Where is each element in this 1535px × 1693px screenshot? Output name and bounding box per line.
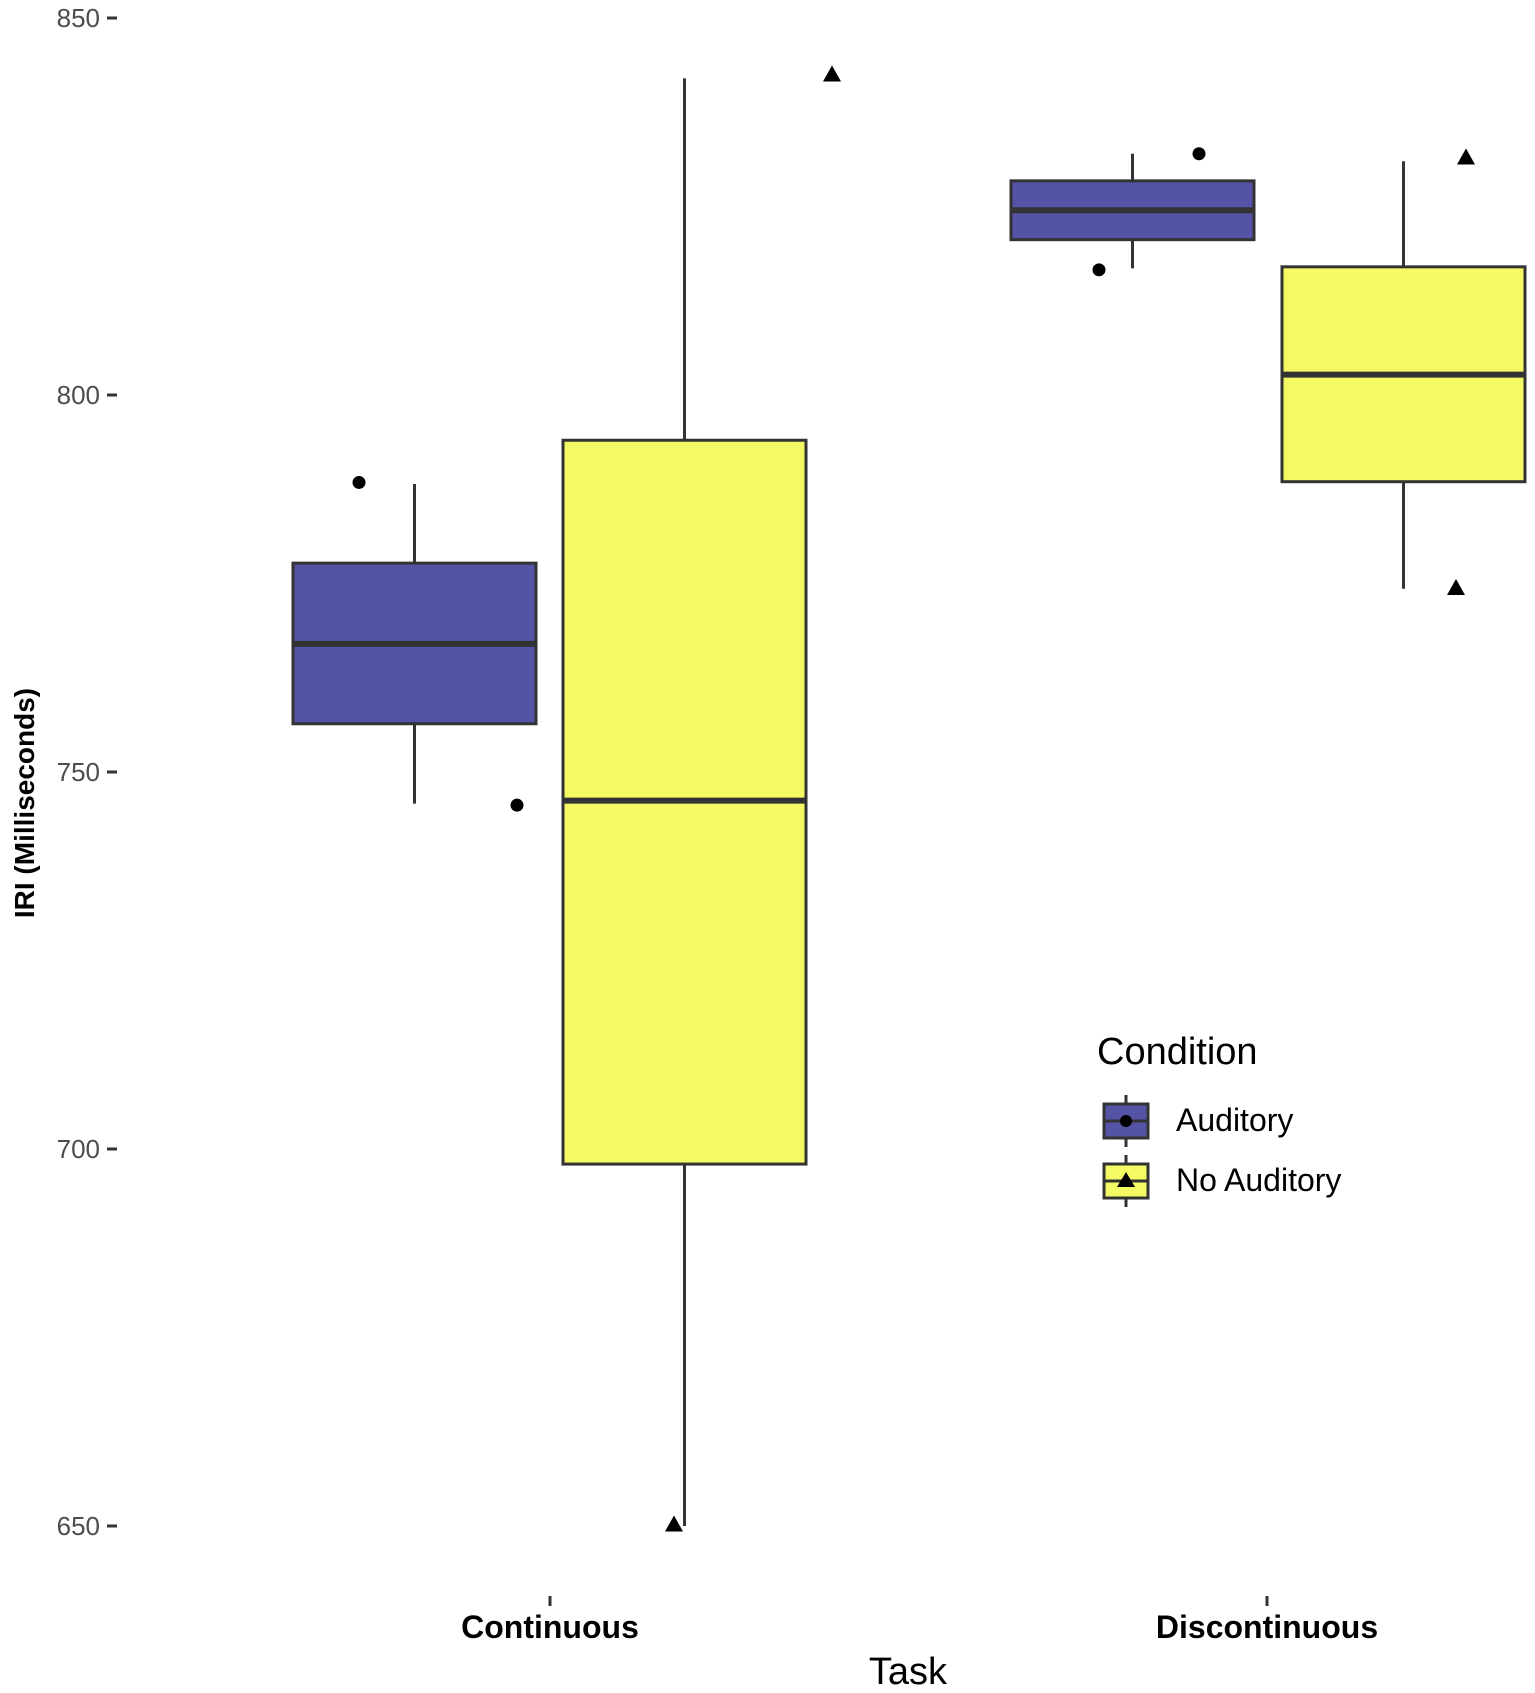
legend-title: Condition — [1097, 1031, 1258, 1073]
legend-item-auditory: Auditory — [1102, 1095, 1293, 1147]
triangle-point-icon — [1447, 579, 1465, 596]
box-no-auditory-discontinuous — [1280, 148, 1527, 596]
y-tick-label: 650 — [57, 1511, 100, 1541]
x-tick-label: Continuous — [461, 1609, 639, 1645]
y-tick-label: 800 — [57, 380, 100, 410]
y-tick-label: 750 — [57, 757, 100, 787]
y-tick-label: 850 — [57, 3, 100, 33]
legend-label-auditory: Auditory — [1176, 1102, 1293, 1138]
triangle-point-icon — [1457, 148, 1475, 165]
circle-marker-icon — [1120, 1115, 1132, 1127]
legend-item-no-auditory: No Auditory — [1102, 1155, 1341, 1207]
y-axis-title: IRI (Milliseconds) — [9, 688, 40, 918]
triangle-marker-icon — [1117, 1172, 1135, 1187]
triangle-point-icon — [665, 1515, 683, 1532]
legend: Condition Auditory No Auditory — [1097, 1031, 1341, 1207]
y-axis: 650 700 750 800 850 — [57, 3, 117, 1541]
plot-area — [291, 65, 1527, 1532]
x-tick-label: Discontinuous — [1156, 1609, 1378, 1645]
x-axis-title: Task — [869, 1651, 948, 1693]
box-auditory-continuous — [291, 475, 538, 812]
box-no-auditory-continuous — [561, 65, 841, 1532]
circle-point-icon — [1092, 263, 1106, 277]
circle-point-icon — [1192, 147, 1206, 161]
box-auditory-discontinuous — [1009, 147, 1256, 277]
legend-label-no-auditory: No Auditory — [1176, 1162, 1341, 1198]
triangle-point-icon — [823, 65, 841, 82]
circle-point-icon — [352, 475, 366, 489]
y-tick-label: 700 — [57, 1134, 100, 1164]
circle-point-icon — [510, 798, 524, 812]
x-axis: Continuous Discontinuous — [461, 1596, 1378, 1645]
